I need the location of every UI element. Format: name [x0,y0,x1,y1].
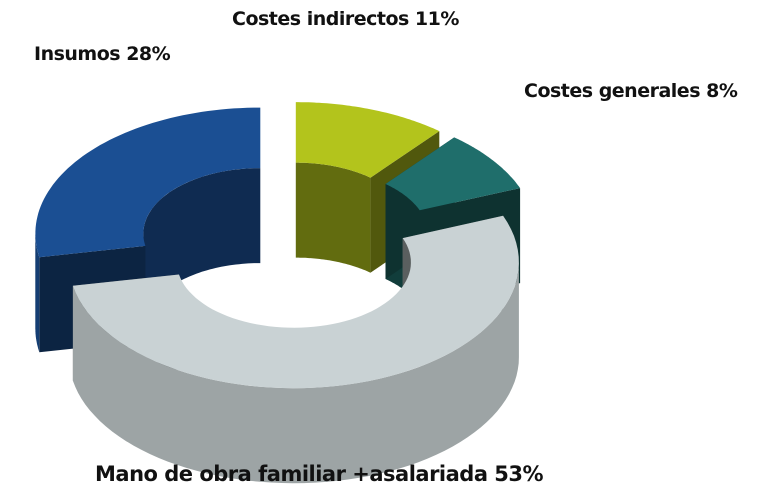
slice-label: Costes generales 8% [524,80,738,102]
outer-wall [35,233,40,353]
inner-wall [295,162,371,273]
top-face [72,215,519,389]
top-face [385,137,521,211]
slice-label: Insumos 28% [34,43,171,65]
slice [72,215,519,484]
slice-label: Costes indirectos 11% [232,8,459,30]
outer-wall [72,262,519,484]
top-face [35,107,261,258]
top-face [295,102,440,178]
inner-wall [143,168,261,329]
slice-label: Mano de obra familiar +asalariada 53% [95,462,544,486]
